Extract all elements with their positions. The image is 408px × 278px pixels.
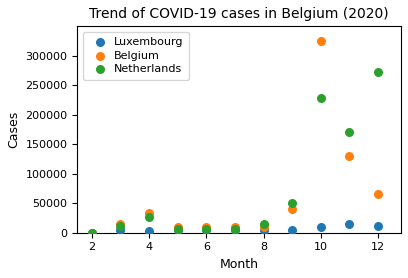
Netherlands bbox=[203, 227, 210, 232]
Belgium bbox=[117, 222, 124, 226]
Belgium bbox=[174, 225, 181, 230]
Belgium bbox=[346, 154, 353, 158]
Belgium bbox=[203, 225, 210, 229]
Luxembourg bbox=[317, 225, 324, 229]
Y-axis label: Cases: Cases bbox=[7, 111, 20, 148]
Netherlands bbox=[89, 230, 95, 235]
Netherlands bbox=[260, 222, 267, 226]
Luxembourg bbox=[117, 228, 124, 233]
Netherlands bbox=[117, 224, 124, 228]
Belgium bbox=[89, 230, 95, 235]
Luxembourg bbox=[174, 228, 181, 233]
Belgium bbox=[289, 207, 295, 211]
Belgium bbox=[260, 225, 267, 230]
Belgium bbox=[317, 39, 324, 43]
Luxembourg bbox=[375, 224, 381, 229]
Netherlands bbox=[346, 130, 353, 135]
Belgium bbox=[375, 192, 381, 197]
Luxembourg bbox=[260, 228, 267, 232]
Netherlands bbox=[289, 201, 295, 205]
Netherlands bbox=[375, 70, 381, 75]
Luxembourg bbox=[203, 228, 210, 232]
Legend: Luxembourg, Belgium, Netherlands: Luxembourg, Belgium, Netherlands bbox=[83, 32, 189, 80]
Netherlands bbox=[146, 215, 152, 220]
Netherlands bbox=[174, 226, 181, 231]
Luxembourg bbox=[232, 228, 238, 232]
Luxembourg bbox=[89, 230, 95, 235]
Luxembourg bbox=[289, 228, 295, 232]
X-axis label: Month: Month bbox=[220, 258, 259, 271]
Luxembourg bbox=[346, 222, 353, 226]
Luxembourg bbox=[146, 228, 152, 233]
Netherlands bbox=[232, 227, 238, 232]
Belgium bbox=[146, 211, 152, 215]
Title: Trend of COVID-19 cases in Belgium (2020): Trend of COVID-19 cases in Belgium (2020… bbox=[89, 7, 389, 21]
Netherlands bbox=[317, 96, 324, 100]
Belgium bbox=[232, 225, 238, 230]
